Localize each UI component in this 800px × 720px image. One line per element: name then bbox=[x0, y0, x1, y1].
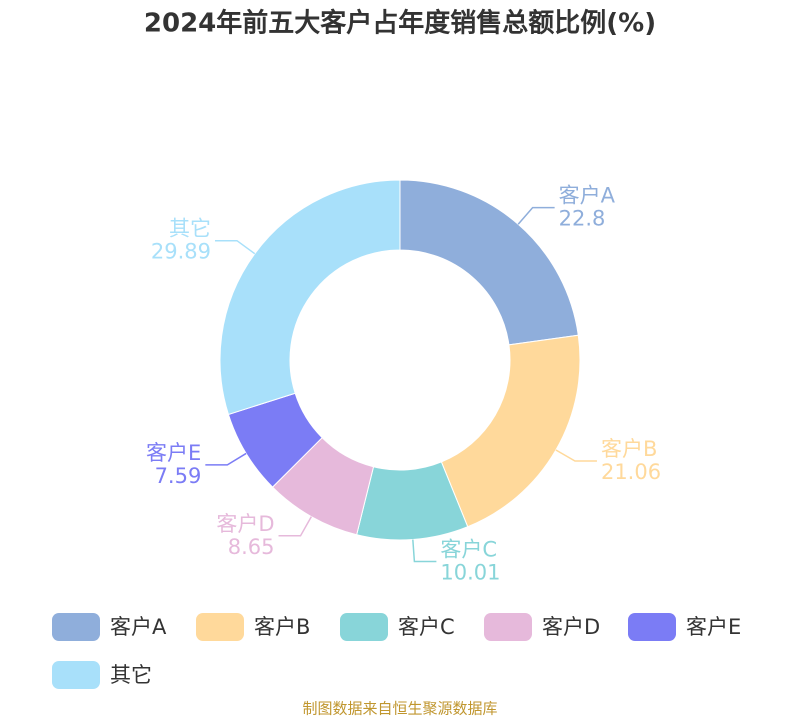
slice-value: 21.06 bbox=[601, 460, 661, 484]
donut-slice bbox=[399, 179, 579, 346]
slice-label: 客户B bbox=[601, 437, 657, 461]
leader-line bbox=[555, 449, 597, 462]
legend-label: 客户A bbox=[110, 615, 167, 639]
legend-label: 客户D bbox=[542, 615, 600, 639]
leader-line bbox=[214, 239, 256, 255]
slice-value: 29.89 bbox=[151, 240, 211, 264]
donut-slice bbox=[440, 334, 581, 528]
slice-label: 客户D bbox=[216, 512, 274, 536]
legend-label: 客户B bbox=[254, 615, 310, 639]
legend-swatch bbox=[52, 613, 100, 641]
leader-line bbox=[412, 539, 437, 563]
slice-label: 其它 bbox=[169, 217, 211, 241]
slice-label: 客户C bbox=[440, 537, 497, 561]
slice-label: 客户E bbox=[146, 441, 201, 465]
donut-slice bbox=[219, 179, 401, 416]
legend-label: 客户E bbox=[686, 615, 741, 639]
slice-label: 客户A bbox=[559, 184, 616, 208]
legend-swatch bbox=[484, 613, 532, 641]
slice-value: 8.65 bbox=[228, 535, 275, 559]
leader-line bbox=[205, 452, 247, 466]
leader-line bbox=[278, 516, 313, 537]
slice-value: 22.8 bbox=[559, 207, 606, 231]
chart-title: 2024年前五大客户占年度销售总额比例(%) bbox=[144, 8, 656, 39]
leader-line bbox=[517, 206, 555, 225]
legend-swatch bbox=[196, 613, 244, 641]
legend-label: 其它 bbox=[110, 663, 152, 687]
legend-swatch bbox=[340, 613, 388, 641]
legend-label: 客户C bbox=[398, 615, 455, 639]
slice-value: 7.59 bbox=[155, 464, 202, 488]
slice-value: 10.01 bbox=[440, 560, 500, 584]
source-note: 制图数据来自恒生聚源数据库 bbox=[302, 700, 497, 718]
legend-swatch bbox=[628, 613, 676, 641]
legend-swatch bbox=[52, 661, 100, 689]
